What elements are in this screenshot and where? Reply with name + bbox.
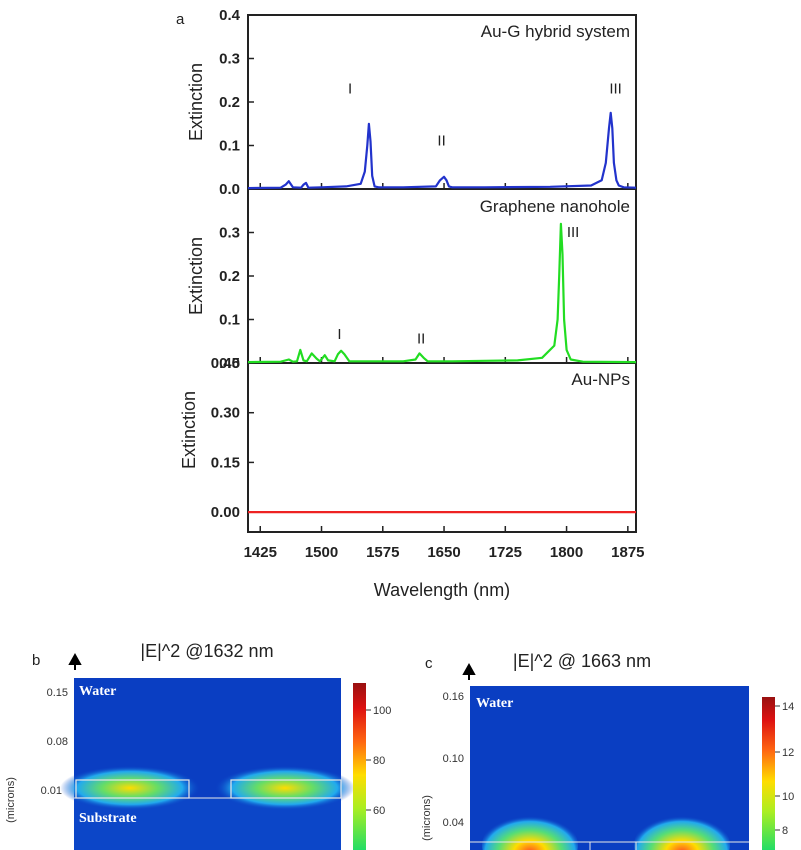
panel-c-cbar-tick: 8 [782,825,788,837]
panel-c-hotspot-left [482,813,578,850]
panel-a1-title: Au-G hybrid system [481,22,630,41]
panel-b-axis-arrow [68,652,82,670]
series-line [247,222,637,364]
x-tick-label: 1725 [489,544,522,561]
panel-b-ylabel: (microns) [5,777,17,823]
panel-c-axis-arrow [462,662,476,680]
y-tick-label: 0.3 [219,225,240,242]
panel-a2-title: Graphene nanohole [480,197,630,216]
peak-label: III [567,224,580,241]
peak-label: II [437,133,445,150]
panel-b-cbar-tick: 80 [373,755,385,767]
panel-c-letter: c [425,655,433,672]
y-tick-label: 0.00 [211,504,240,521]
peak-label: III [609,80,622,97]
y-tick-label: 0.3 [219,51,240,68]
y-tick-label: 0.30 [211,405,240,422]
y-tick-label: 0.4 [219,7,241,24]
x-tick-label: 1575 [366,544,399,561]
series-line [247,111,637,190]
y-tick-label: 0.2 [219,94,240,111]
y-tick-label: 0.1 [219,312,240,329]
panel-c-ytick: 0.10 [443,753,464,765]
panel-c-cbar-tick: 12 [782,747,794,759]
panel-b-ytick: 0.01 [41,785,62,797]
y-tick-label: 0.15 [211,454,240,471]
panel-c-colorbar [762,697,775,850]
panel-a2-ylabel: Extinction [186,237,206,315]
x-tick-label: 1650 [427,544,460,561]
panel-c-ytick: 0.16 [443,691,464,703]
panel-b-hotspot-right [215,766,355,810]
panel-a3-title: Au-NPs [571,370,630,389]
panel-c-cbar-tick: 10 [782,791,794,803]
panel-c-hotspot-right [634,813,730,850]
panel-a3-frame [247,362,637,533]
x-tick-label: 1800 [550,544,583,561]
panel-b-region-water: Water [79,684,116,699]
panel-a-xlabel: Wavelength (nm) [374,580,510,600]
peak-label: I [337,326,341,343]
x-tick-label: 1425 [244,544,277,561]
panel-b-cbar-tick: 100 [373,705,391,717]
peak-label: I [348,80,352,97]
panel-a-letter: a [176,11,185,28]
panel-a-ticks: 0.0 0.1 0.2 0.3 0.4 0.0 0.1 0.2 0.3 0.00 0.15 0.30 0… [211,7,645,561]
panel-b-ytick: 0.15 [47,687,68,699]
peak-label: II [417,330,425,347]
panel-c-cbar-tick: 14 [782,701,794,713]
panel-a1-ylabel: Extinction [186,63,206,141]
panel-b-title: |E|^2 @1632 nm [140,641,273,661]
y-tick-label: 0.0 [219,181,240,198]
panel-b-letter: b [32,652,40,669]
panel-c-ylabel: (microns) [421,795,433,841]
x-tick-label: 1500 [305,544,338,561]
panel-a1-frame [247,14,637,190]
panel-b-region-substrate: Substrate [79,811,137,826]
panel-a3-ylabel: Extinction [179,391,199,469]
panel-b-cbar-tick: 60 [373,805,385,817]
y-tick-label: 0.1 [219,138,240,155]
y-tick-label: 0.2 [219,268,240,285]
panel-b-ytick: 0.08 [47,736,68,748]
y-tick-label: 0.0 [219,355,240,372]
panel-c-ytick: 0.04 [443,817,464,829]
panel-c-title: |E|^2 @ 1663 nm [513,651,651,671]
y-tick-label: 0.45 [211,355,240,372]
panel-b-colorbar [353,683,366,850]
panel-b-hotspot-left [60,766,200,810]
x-tick-label: 1875 [611,544,644,561]
panel-c-region-water: Water [476,696,513,711]
panel-a-series [247,111,637,514]
panel-c-graphene-outline [589,841,637,850]
